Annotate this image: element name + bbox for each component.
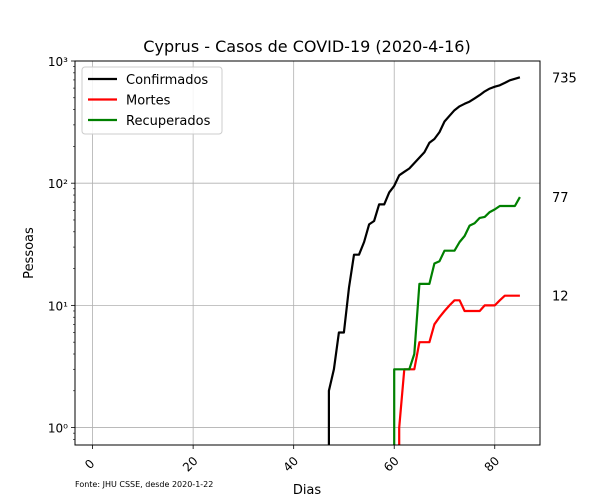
y-tick-label: 10²: [48, 177, 68, 191]
series-line-mortes: [398, 294, 520, 445]
y-tick-label: 10¹: [48, 299, 68, 313]
chart-title: Cyprus - Casos de COVID-19 (2020-4-16): [143, 37, 470, 56]
end-value-label: 12: [552, 290, 569, 305]
plot-frame: [74, 60, 541, 446]
legend-box: [81, 66, 223, 135]
legend: Confirmados Mortes Recuperados: [81, 66, 223, 135]
source-note: Fonte: JHU CSSE, desde 2020-1-22: [75, 480, 213, 489]
series-layer: [327, 76, 521, 445]
series-line-recuperados: [393, 196, 521, 445]
y-axis-label: Pessoas: [22, 227, 37, 279]
end-value-label: 77: [552, 191, 569, 206]
end-value-label: 735: [552, 71, 577, 86]
legend-label-mortes: Mortes: [126, 94, 171, 109]
end-labels: 735 12 77: [552, 71, 577, 304]
x-axis-label: Dias: [293, 483, 322, 498]
y-tick-label: 10³: [48, 55, 68, 69]
legend-label-recuperados: Recuperados: [126, 114, 211, 129]
series-line-confirmados: [327, 76, 521, 445]
y-tick-label: 10⁰: [48, 422, 68, 436]
legend-label-confirmados: Confirmados: [126, 73, 208, 88]
